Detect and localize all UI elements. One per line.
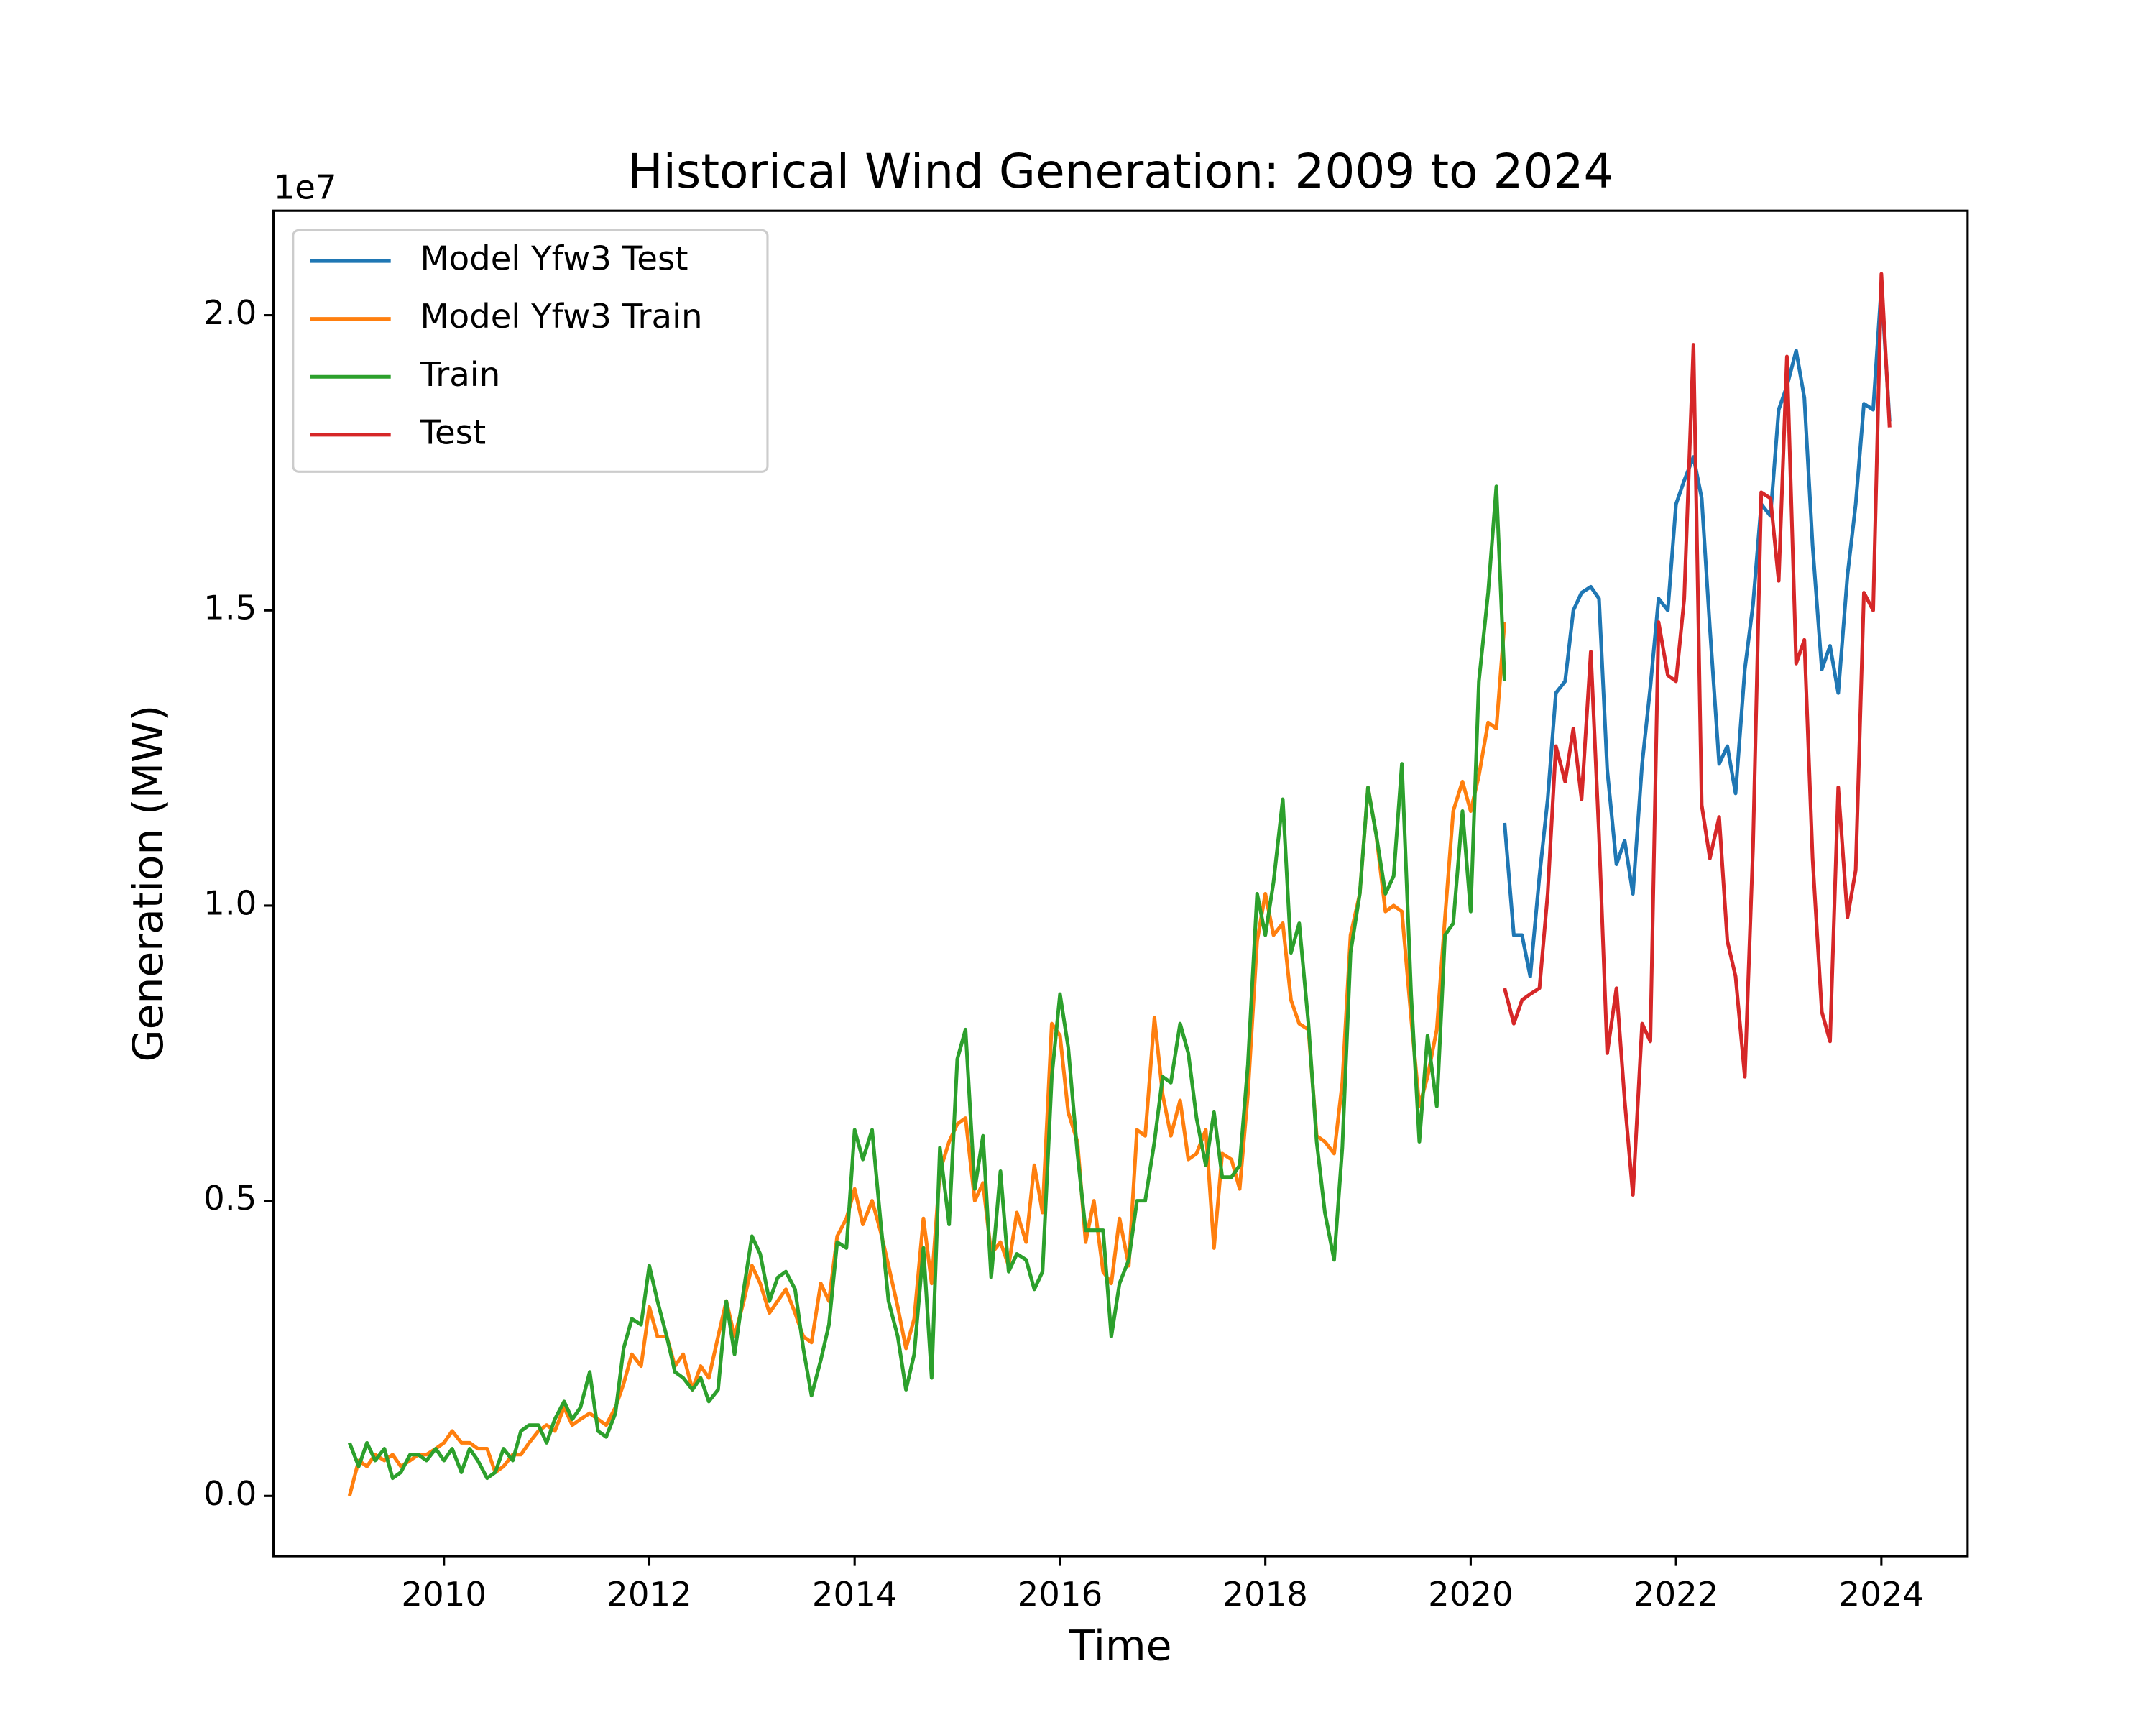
x-axis-label: Time <box>1069 1621 1172 1670</box>
x-tick-label: 2012 <box>607 1575 692 1614</box>
y-tick-label: 0.0 <box>203 1474 257 1513</box>
x-tick-label: 2020 <box>1428 1575 1514 1614</box>
y-tick-label: 1.0 <box>203 883 257 922</box>
legend-label: Model Yfw3 Train <box>420 297 702 336</box>
legend-label: Train <box>419 355 500 394</box>
x-tick-label: 2014 <box>812 1575 898 1614</box>
data-line <box>1503 272 1892 1197</box>
x-tick-label: 2016 <box>1018 1575 1103 1614</box>
x-tick-label: 2022 <box>1634 1575 1719 1614</box>
y-axis-label: Generation (MW) <box>124 705 172 1062</box>
x-tick-label: 2018 <box>1222 1575 1308 1614</box>
chart-title: Historical Wind Generation: 2009 to 2024 <box>627 144 1614 199</box>
x-tick-label: 2024 <box>1839 1575 1925 1614</box>
legend-label: Test <box>419 413 486 451</box>
y-tick-label: 1.5 <box>203 589 257 627</box>
y-tick-label: 0.5 <box>203 1179 257 1218</box>
y-offset-label: 1e7 <box>274 168 337 207</box>
x-tick-label: 2010 <box>401 1575 487 1614</box>
data-line <box>347 484 1507 1481</box>
legend-label: Model Yfw3 Test <box>420 239 688 278</box>
plot-frame <box>272 209 1969 1558</box>
legend-box <box>292 229 769 473</box>
y-tick-label: 2.0 <box>203 293 257 332</box>
